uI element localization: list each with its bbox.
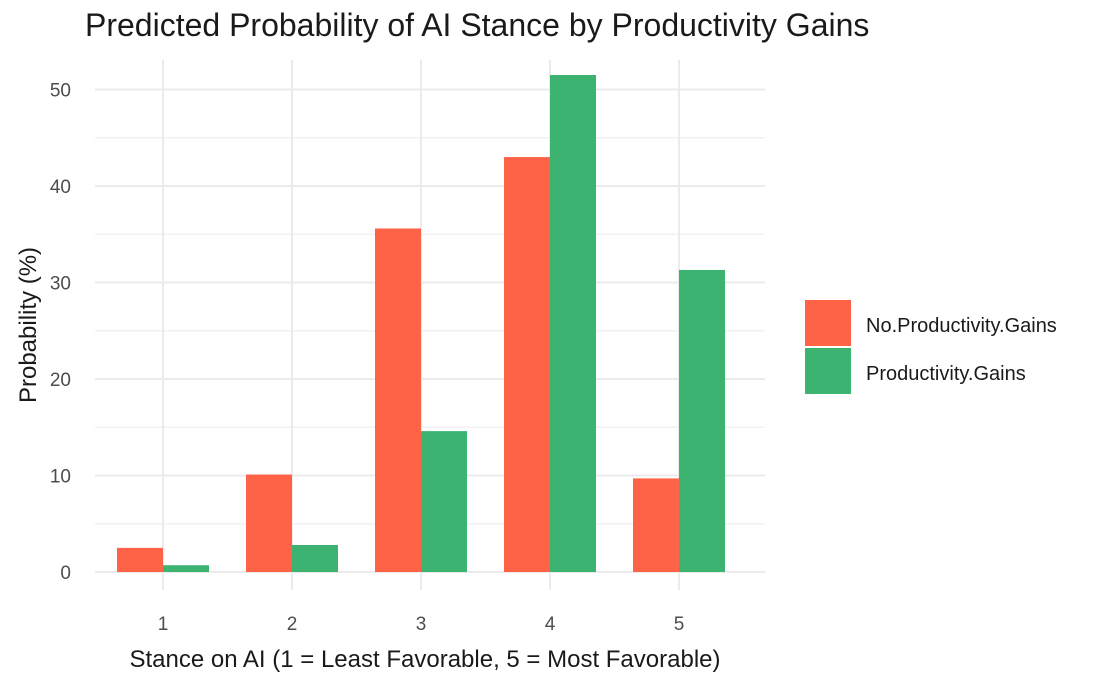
bar-Productivity.Gains-2 <box>292 545 338 572</box>
bar-Productivity.Gains-3 <box>421 431 467 572</box>
x-tick-label: 4 <box>545 614 556 635</box>
y-tick-label: 0 <box>60 563 71 584</box>
chart-title: Predicted Probability of AI Stance by Pr… <box>85 7 869 43</box>
bar-Productivity.Gains-5 <box>679 270 725 572</box>
bar-chart: Predicted Probability of AI Stance by Pr… <box>0 0 1115 675</box>
legend-label: Productivity.Gains <box>866 363 1026 385</box>
y-tick-label: 30 <box>50 274 71 295</box>
x-axis-ticks: 1 2 3 4 5 <box>158 614 685 635</box>
y-tick-label: 20 <box>50 370 71 391</box>
x-tick-label: 2 <box>287 614 298 635</box>
x-tick-label: 3 <box>416 614 427 635</box>
bar-No.Productivity.Gains-1 <box>117 548 163 572</box>
legend-label: No.Productivity.Gains <box>866 315 1057 337</box>
bar-Productivity.Gains-1 <box>163 565 209 572</box>
bar-No.Productivity.Gains-4 <box>504 157 550 572</box>
y-tick-label: 10 <box>50 467 71 488</box>
legend: No.Productivity.Gains Productivity.Gains <box>805 300 1057 394</box>
legend-swatch <box>805 300 851 346</box>
y-tick-label: 50 <box>50 81 71 102</box>
x-tick-label: 1 <box>158 614 169 635</box>
legend-swatch <box>805 348 851 394</box>
y-axis-ticks: 0 10 20 30 40 50 <box>50 81 71 585</box>
bar-No.Productivity.Gains-5 <box>633 478 679 572</box>
bar-No.Productivity.Gains-3 <box>375 228 421 572</box>
x-axis-title: Stance on AI (1 = Least Favorable, 5 = M… <box>130 646 721 673</box>
y-tick-label: 40 <box>50 177 71 198</box>
y-axis-title: Probability (%) <box>15 247 42 403</box>
x-tick-label: 5 <box>674 614 685 635</box>
bar-No.Productivity.Gains-2 <box>246 475 292 572</box>
bar-Productivity.Gains-4 <box>550 75 596 572</box>
